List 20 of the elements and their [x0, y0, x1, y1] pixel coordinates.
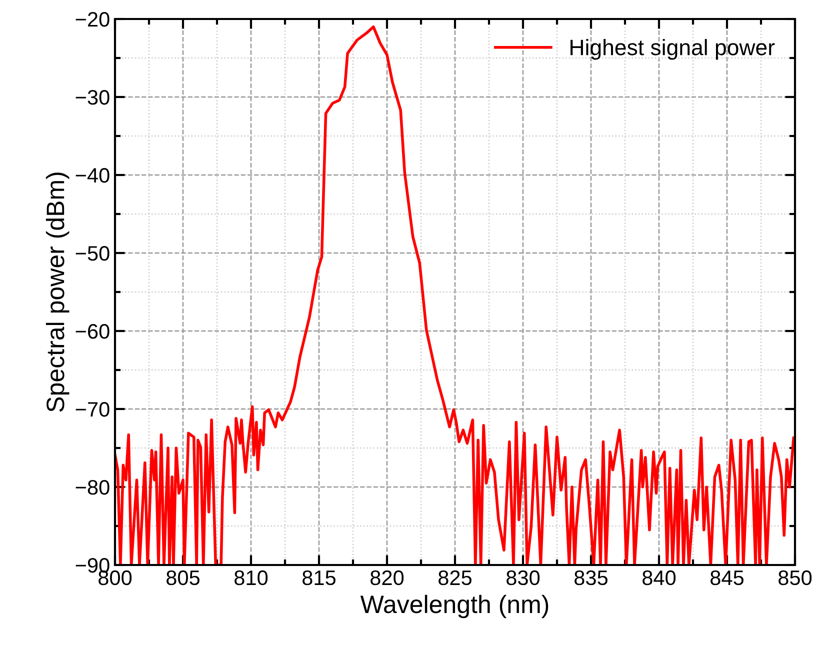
x-tick-label: 805	[166, 570, 200, 586]
x-tick-label: 835	[574, 570, 608, 586]
x-tick-label: 810	[234, 570, 268, 586]
y-tick-label: −80	[76, 480, 110, 495]
x-tick-label: 840	[642, 570, 676, 586]
y-tick-label: −60	[76, 324, 110, 339]
x-tick-label: 815	[302, 570, 336, 586]
legend-label: Highest signal power	[570, 39, 775, 60]
y-tick-label: −20	[76, 12, 110, 27]
x-axis-title: Wavelength (nm)	[360, 594, 548, 618]
x-tick-label: 825	[438, 570, 472, 586]
x-tick-label: 850	[778, 570, 812, 586]
y-tick-label: −40	[76, 168, 110, 183]
x-tick-label: 830	[506, 570, 540, 586]
y-axis-title: Spectral power (dBm)	[46, 172, 70, 412]
y-tick-label: −70	[76, 402, 110, 417]
y-tick-label: −50	[76, 246, 110, 261]
y-tick-label: −30	[76, 90, 110, 105]
x-tick-label: 845	[710, 570, 744, 586]
x-tick-label: 820	[370, 570, 404, 586]
